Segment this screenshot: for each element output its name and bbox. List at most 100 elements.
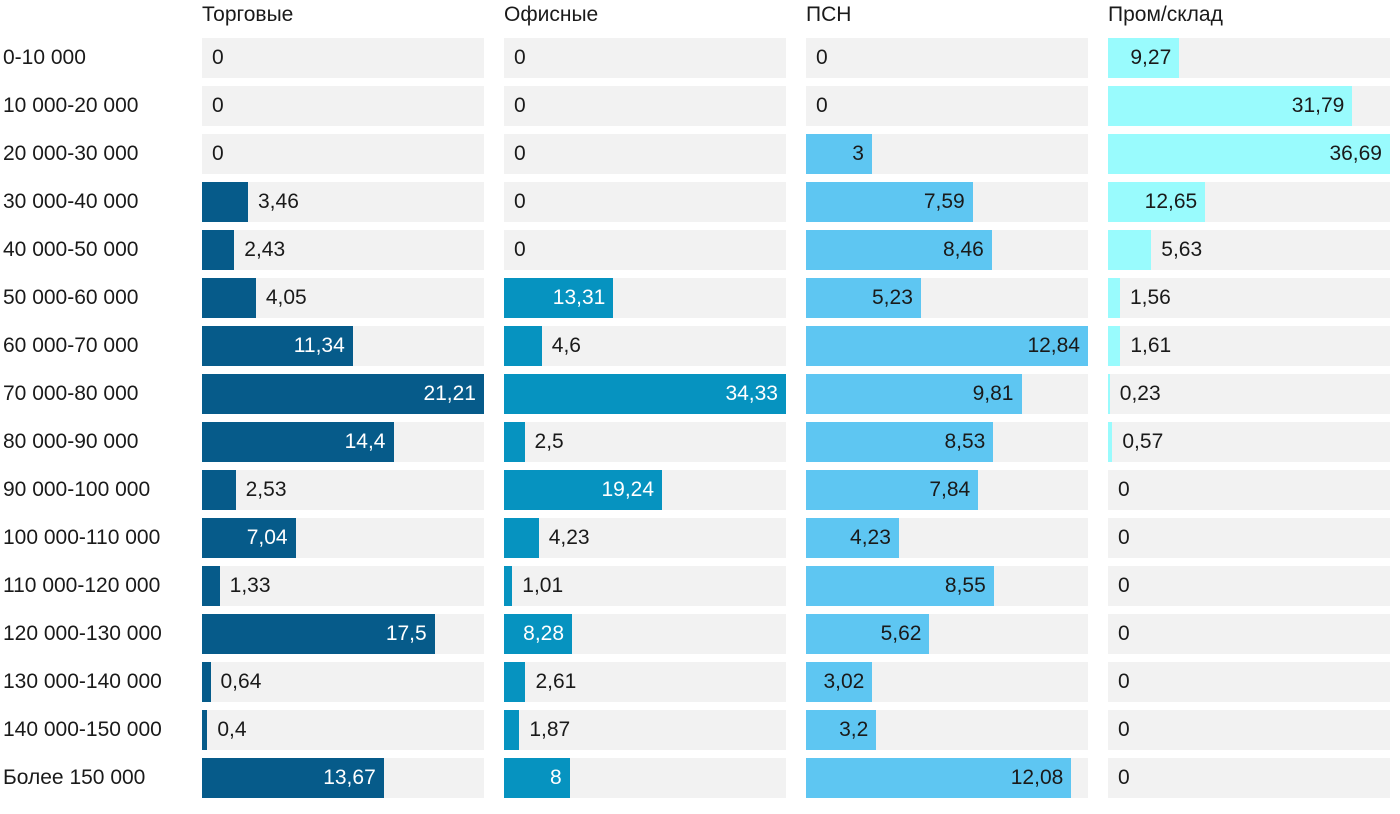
value-label: 0 bbox=[514, 190, 526, 213]
bar bbox=[1108, 230, 1152, 270]
category-label: 130 000-140 000 bbox=[3, 670, 162, 693]
bar bbox=[806, 182, 973, 222]
bar bbox=[806, 758, 1072, 798]
value-label: 0 bbox=[1118, 718, 1130, 741]
bar-track: 0 bbox=[202, 38, 484, 78]
bar-track: 0 bbox=[504, 230, 786, 270]
value-label: 0 bbox=[514, 46, 526, 69]
category-label: 0-10 000 bbox=[3, 46, 86, 69]
bar-track: 14,4 bbox=[202, 422, 484, 462]
bar-track: 4,6 bbox=[504, 326, 786, 366]
bar-track: 12,08 bbox=[806, 758, 1088, 798]
value-label: 8 bbox=[550, 766, 562, 789]
value-label: 0 bbox=[212, 94, 224, 117]
bar bbox=[806, 422, 994, 462]
value-label: 11,34 bbox=[293, 334, 345, 357]
category-label: 80 000-90 000 bbox=[3, 430, 139, 453]
bar-track: 1,56 bbox=[1108, 278, 1390, 318]
bar-track: 1,01 bbox=[504, 566, 786, 606]
bar-track: 5,62 bbox=[806, 614, 1088, 654]
bar bbox=[806, 710, 877, 750]
bar bbox=[504, 614, 572, 654]
category-label: 140 000-150 000 bbox=[3, 718, 162, 741]
bar bbox=[806, 614, 930, 654]
panel-title: Офисные bbox=[504, 3, 599, 26]
bar bbox=[202, 566, 220, 606]
value-label: 0,23 bbox=[1119, 382, 1161, 405]
bar-track: 0 bbox=[504, 134, 786, 174]
value-label: 4,6 bbox=[551, 334, 581, 357]
bar-track: 0 bbox=[1108, 614, 1390, 654]
category-label: 60 000-70 000 bbox=[3, 334, 139, 357]
bar-track: 3,02 bbox=[806, 662, 1088, 702]
bar bbox=[504, 278, 614, 318]
bar-track: 21,21 bbox=[202, 374, 484, 414]
bar-track: 31,79 bbox=[1108, 86, 1390, 126]
bar bbox=[1108, 374, 1110, 414]
value-label: 0 bbox=[514, 94, 526, 117]
bar-track: 2,61 bbox=[504, 662, 786, 702]
value-label: 0 bbox=[1118, 526, 1130, 549]
bar-track: 5,23 bbox=[806, 278, 1088, 318]
bar-track: 13,67 bbox=[202, 758, 484, 798]
bar bbox=[202, 422, 394, 462]
bar-track: 34,33 bbox=[504, 374, 786, 414]
value-label: 0,4 bbox=[217, 718, 247, 741]
bar-track: 0 bbox=[202, 86, 484, 126]
value-label: 1,56 bbox=[1129, 286, 1171, 309]
value-label: 5,23 bbox=[872, 286, 913, 309]
bar bbox=[202, 758, 384, 798]
bar-track: 7,59 bbox=[806, 182, 1088, 222]
value-label: 0 bbox=[816, 94, 828, 117]
bar bbox=[202, 374, 484, 414]
bar bbox=[806, 374, 1022, 414]
bar bbox=[504, 662, 526, 702]
bar bbox=[806, 662, 873, 702]
value-label: 34,33 bbox=[725, 382, 778, 405]
category-label: 70 000-80 000 bbox=[3, 382, 139, 405]
bar-track: 0,57 bbox=[1108, 422, 1390, 462]
value-label: 9,27 bbox=[1130, 46, 1172, 69]
bar-track: 4,23 bbox=[504, 518, 786, 558]
bar-track: 8,28 bbox=[504, 614, 786, 654]
value-label: 5,63 bbox=[1161, 238, 1203, 261]
bar bbox=[504, 326, 542, 366]
value-label: 0 bbox=[212, 46, 224, 69]
value-label: 0 bbox=[1118, 766, 1130, 789]
bar bbox=[202, 230, 235, 270]
value-label: 8,46 bbox=[942, 238, 984, 261]
bar-track: 9,81 bbox=[806, 374, 1088, 414]
category-label: 100 000-110 000 bbox=[3, 526, 161, 549]
value-label: 7,59 bbox=[923, 190, 965, 213]
bar bbox=[806, 518, 899, 558]
bar-track: 0 bbox=[1108, 470, 1390, 510]
bar-track: 8 bbox=[504, 758, 786, 798]
bar-track: 8,55 bbox=[806, 566, 1088, 606]
value-label: 0 bbox=[1118, 478, 1130, 501]
value-label: 13,67 bbox=[323, 766, 376, 789]
bar-track: 0,64 bbox=[202, 662, 484, 702]
value-label: 3 bbox=[852, 142, 864, 165]
panel-title: ПСН bbox=[806, 3, 852, 26]
bar bbox=[806, 134, 872, 174]
value-label: 0 bbox=[514, 238, 526, 261]
bar-track: 0 bbox=[1108, 758, 1390, 798]
bar bbox=[1108, 86, 1353, 126]
value-label: 14,4 bbox=[344, 430, 386, 453]
value-label: 0,57 bbox=[1122, 430, 1164, 453]
bar-track: 7,84 bbox=[806, 470, 1088, 510]
bar bbox=[1108, 134, 1390, 174]
bar-track: 13,31 bbox=[504, 278, 786, 318]
value-label: 9,81 bbox=[972, 382, 1014, 405]
bar-track: 0,23 bbox=[1108, 374, 1390, 414]
bar-track: 0,4 bbox=[202, 710, 484, 750]
value-label: 4,23 bbox=[548, 526, 590, 549]
value-label: 3,46 bbox=[258, 190, 299, 213]
value-label: 4,05 bbox=[265, 286, 307, 309]
bar bbox=[202, 662, 211, 702]
bar-track: 2,5 bbox=[504, 422, 786, 462]
bar-track: 5,63 bbox=[1108, 230, 1390, 270]
bar bbox=[202, 182, 248, 222]
category-label: 50 000-60 000 bbox=[3, 286, 139, 309]
